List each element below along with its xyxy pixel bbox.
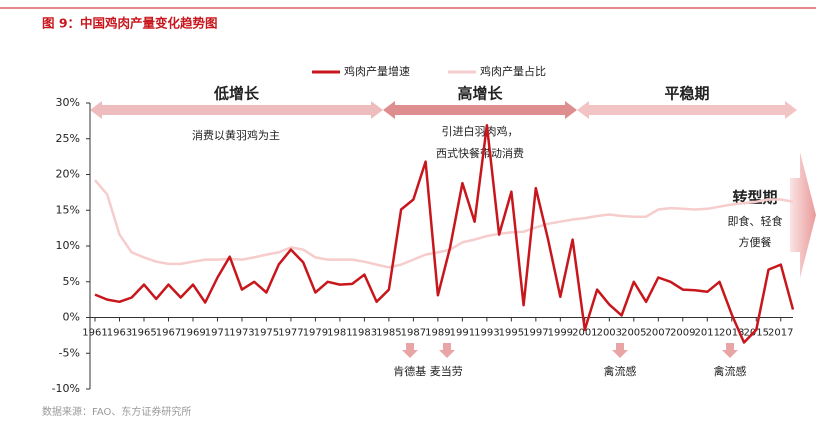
x-tick-label: 1961: [82, 328, 107, 339]
x-tick-label: 1971: [205, 328, 230, 339]
x-tick-label: 2007: [646, 328, 671, 339]
event-arrow: [612, 343, 628, 358]
x-tick-label: 1989: [425, 328, 450, 339]
x-tick-label: 1983: [352, 328, 377, 339]
phase-note: 西式快餐带动消费: [436, 146, 524, 160]
y-tick-label: 15%: [56, 203, 80, 216]
x-tick-label: 1985: [376, 328, 401, 339]
x-tick-label: 1997: [523, 328, 548, 339]
y-tick-label: 25%: [56, 132, 80, 145]
x-tick-label: 1991: [450, 328, 475, 339]
x-tick-label: 2015: [744, 328, 769, 339]
x-tick-label: 1973: [229, 328, 254, 339]
y-tick-label: 30%: [56, 96, 80, 109]
x-tick-label: 1999: [548, 328, 573, 339]
y-tick-label: -10%: [52, 382, 80, 395]
phase-label: 高增长: [457, 85, 503, 103]
x-tick-label: 1967: [156, 328, 181, 339]
line-series: [94, 123, 795, 344]
y-tick-label: 0%: [63, 311, 80, 324]
phase-note: 即食、轻食: [728, 214, 783, 228]
phase-label: 低增长: [213, 85, 260, 103]
x-tick-label: 1969: [180, 328, 205, 339]
x-tick-label: 1993: [474, 328, 499, 339]
x-tick-label: 1981: [327, 328, 352, 339]
x-tick-label: 2003: [597, 328, 622, 339]
y-tick-label: 20%: [56, 168, 80, 181]
phase-arrow: [383, 101, 577, 119]
phase-arrow: [90, 101, 383, 119]
event-arrow: [439, 343, 455, 358]
y-tick-label: -5%: [59, 346, 80, 359]
chart-title: 图 9：中国鸡肉产量变化趋势图: [42, 16, 218, 31]
x-tick-label: 2005: [621, 328, 646, 339]
event-label: 禽流感: [714, 364, 747, 378]
x-tick-label: 1975: [254, 328, 279, 339]
x-tick-label: 2013: [719, 328, 744, 339]
x-tick-label: 1987: [401, 328, 426, 339]
x-tick-label: 1979: [303, 328, 328, 339]
x-tick-label: 2001: [572, 328, 597, 339]
transition-arrow: [790, 152, 816, 278]
x-tick-label: 1977: [278, 328, 303, 339]
phase-label: 平稳期: [664, 85, 709, 103]
x-tick-label: 1965: [131, 328, 156, 339]
phase-arrow: [577, 101, 797, 119]
line-series: [94, 179, 794, 269]
x-tick-label: 2017: [768, 328, 793, 339]
event-label: 肯德基 麦当劳: [393, 364, 463, 378]
x-tick-label: 1995: [499, 328, 524, 339]
legend-label: 鸡肉产量增速: [344, 64, 410, 78]
x-tick-label: 2009: [670, 328, 695, 339]
source: 数据来源：FAO、东方证券研究所: [42, 405, 191, 418]
event-arrow: [402, 343, 418, 358]
x-tick-label: 2011: [695, 328, 720, 339]
y-tick-label: 5%: [63, 275, 80, 288]
phase-note: 方便餐: [739, 235, 772, 249]
event-arrow: [722, 343, 738, 358]
legend-label: 鸡肉产量占比: [480, 64, 546, 78]
event-label: 禽流感: [604, 364, 637, 378]
y-tick-label: 10%: [56, 239, 80, 252]
x-tick-label: 1963: [107, 328, 132, 339]
phase-note: 消费以黄羽鸡为主: [192, 128, 280, 142]
phase-note: 引进白羽肉鸡，: [442, 124, 519, 138]
